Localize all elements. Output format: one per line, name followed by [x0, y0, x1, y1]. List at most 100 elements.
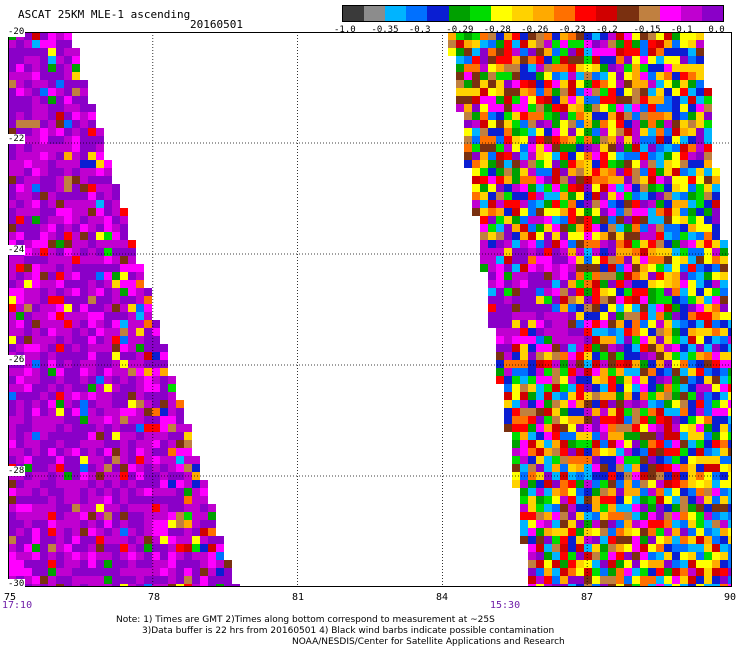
swath-cell [648, 104, 656, 112]
swath-cell [488, 248, 496, 256]
swath-cell [528, 96, 536, 104]
swath-cell [640, 528, 648, 536]
swath-cell [600, 200, 608, 208]
swath-cell [576, 344, 584, 352]
color-scale-label: -1.0 [334, 25, 356, 35]
swath-cell [480, 168, 488, 176]
swath-cell [576, 376, 584, 384]
swath-cell [720, 512, 728, 520]
swath-time-east: 15:30 [490, 600, 521, 611]
swath-cell [664, 112, 672, 120]
swath-cell [112, 504, 120, 512]
swath-cell [520, 224, 528, 232]
swath-cell [88, 552, 96, 560]
swath-cell [144, 520, 152, 528]
swath-cell [688, 112, 696, 120]
lon-label-90: 90 [724, 592, 737, 603]
swath-cell [56, 576, 64, 584]
swath-cell [112, 216, 120, 224]
swath-cell [712, 224, 720, 232]
swath-cell [584, 168, 592, 176]
swath-cell [672, 88, 680, 96]
swath-cell [672, 464, 680, 472]
swath-cell [56, 112, 64, 120]
swath-cell [696, 224, 704, 232]
swath-cell [704, 312, 712, 320]
swath-cell [80, 184, 88, 192]
swath-cell [640, 312, 648, 320]
swath-cell [688, 488, 696, 496]
swath-cell [600, 560, 608, 568]
swath-cell [584, 256, 592, 264]
swath-cell [616, 104, 624, 112]
swath-cell [688, 528, 696, 536]
swath-cell [568, 512, 576, 520]
swath-cell [72, 472, 80, 480]
swath-cell [624, 424, 632, 432]
swath-cell [640, 384, 648, 392]
swath-cell [520, 160, 528, 168]
swath-cell [24, 320, 32, 328]
swath-cell [544, 64, 552, 72]
swath-cell [512, 264, 520, 272]
swath-cell [24, 168, 32, 176]
swath-cell [560, 104, 568, 112]
swath-cell [704, 288, 712, 296]
swath-cell [128, 568, 136, 576]
swath-cell [576, 416, 584, 424]
swath-cell [592, 80, 600, 88]
swath-cell [600, 240, 608, 248]
swath-cell [624, 200, 632, 208]
swath-cell [648, 280, 656, 288]
swath-cell [528, 544, 536, 552]
swath-cell [672, 232, 680, 240]
swath-cell [160, 392, 168, 400]
swath-cell [48, 416, 56, 424]
swath-cell [88, 192, 96, 200]
swath-cell [680, 584, 688, 587]
swath-cell [120, 392, 128, 400]
swath-cell [120, 216, 128, 224]
swath-cell [616, 464, 624, 472]
swath-cell [544, 56, 552, 64]
swath-cell [688, 200, 696, 208]
swath-cell [88, 280, 96, 288]
swath-cell [624, 536, 632, 544]
swath-cell [80, 208, 88, 216]
swath-cell [728, 424, 732, 432]
swath-cell [112, 320, 120, 328]
swath-cell [592, 456, 600, 464]
swath-cell [584, 200, 592, 208]
swath-cell [600, 368, 608, 376]
swath-cell [40, 168, 48, 176]
swath-cell [552, 144, 560, 152]
swath-cell [8, 280, 16, 288]
swath-cell [144, 488, 152, 496]
swath-cell [592, 136, 600, 144]
swath-cell [488, 152, 496, 160]
swath-cell [88, 176, 96, 184]
swath-cell [48, 368, 56, 376]
swath-cell [640, 392, 648, 400]
swath-cell [136, 288, 144, 296]
swath-cell [160, 368, 168, 376]
swath-cell [600, 464, 608, 472]
swath-cell [568, 120, 576, 128]
swath-cell [704, 368, 712, 376]
swath-cell [8, 104, 16, 112]
swath-cell [496, 328, 504, 336]
swath-cell [592, 280, 600, 288]
swath-cell [576, 56, 584, 64]
swath-cell [576, 296, 584, 304]
swath-cell [584, 496, 592, 504]
swath-cell [24, 560, 32, 568]
swath-cell [552, 368, 560, 376]
swath-cell [40, 240, 48, 248]
swath-cell [616, 520, 624, 528]
swath-cell [712, 456, 720, 464]
swath-cell [8, 312, 16, 320]
swath-cell [600, 152, 608, 160]
swath-cell [672, 160, 680, 168]
swath-cell [152, 464, 160, 472]
swath-cell [656, 224, 664, 232]
